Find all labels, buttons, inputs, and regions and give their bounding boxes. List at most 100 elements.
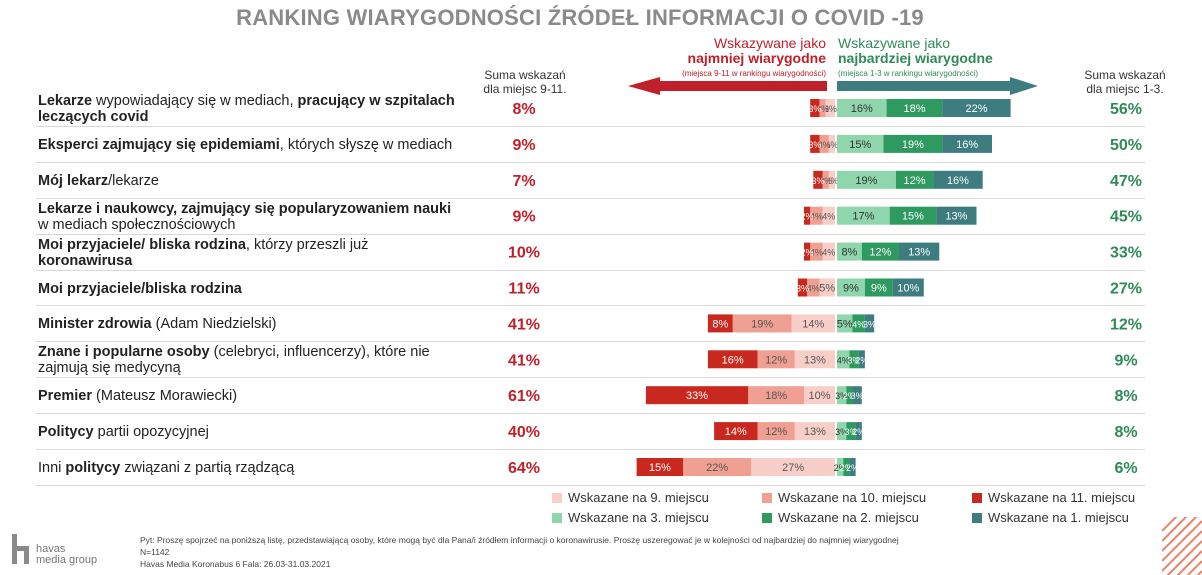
- bar-pos-1-row-2: [933, 170, 983, 189]
- bar-label-neg-10-row-10: 22%: [706, 462, 728, 474]
- row-label-7: Znane i popularne osoby (celebryci, infl…: [38, 344, 458, 376]
- bar-label-pos-2-row-4: 12%: [869, 247, 891, 259]
- sum-least-row-7: 41%: [508, 352, 540, 369]
- legend-item-5: Wskazane na 1. miejscu: [972, 510, 1129, 525]
- row-label-part: Eksperci zajmujący się epidemiami: [38, 136, 280, 153]
- bar-label-pos-1-row-6: 3%: [863, 319, 876, 329]
- sum-least-row-0: 8%: [512, 101, 535, 118]
- bar-label-neg-9-row-3: 4%: [822, 212, 835, 222]
- header-right-line1: Wskazywane jako: [838, 35, 951, 51]
- bar-neg-10-row-9: [757, 422, 795, 441]
- row-label-part: Lekarze i naukowcy, zajmujący się popula…: [38, 200, 452, 217]
- bar-neg-9-row-7: [794, 350, 835, 369]
- sum-most-row-0: 56%: [1110, 101, 1142, 118]
- sum-left-header-line1: Suma wskazań: [484, 68, 566, 82]
- sum-most-row-7: 9%: [1114, 352, 1137, 369]
- bar-neg-9-row-0: [825, 99, 835, 117]
- bar-pos-3-row-10: [837, 458, 844, 476]
- legend-item-3: Wskazane na 3. miejscu: [552, 510, 709, 525]
- bar-neg-10-row-0: [819, 99, 826, 117]
- bar-pos-2-row-8: [846, 386, 853, 405]
- row-label-part: Znane i popularne osoby: [38, 344, 210, 361]
- bar-label-neg-11-row-9: 14%: [725, 426, 747, 438]
- row-label-part: związani z partią rządzącą: [120, 460, 295, 476]
- bar-label-neg-11-row-2: 3%: [811, 176, 824, 186]
- bar-neg-10-row-3: [810, 206, 823, 225]
- bar-neg-10-row-10: [683, 458, 752, 476]
- bar-label-neg-11-row-4: 2%: [801, 248, 814, 258]
- bar-label-pos-3-row-6: 5%: [837, 318, 853, 330]
- bar-pos-1-row-3: [936, 206, 977, 225]
- row-label-part: Premier: [38, 388, 93, 405]
- bar-label-pos-2-row-0: 18%: [903, 103, 925, 115]
- row-label-9: Politycy partii opozycyjnej: [38, 424, 458, 440]
- bar-pos-2-row-3: [889, 206, 937, 225]
- bar-pos-1-row-4: [899, 242, 940, 261]
- arrow-right-icon: [837, 77, 1038, 95]
- bar-label-neg-11-row-8: 33%: [686, 390, 708, 402]
- bar-label-neg-9-row-5: 5%: [819, 283, 835, 295]
- row-label-8: Premier (Mateusz Morawiecki): [38, 388, 458, 404]
- bar-label-pos-3-row-9: 3%: [835, 427, 848, 437]
- bar-neg-11-row-9: [714, 422, 758, 441]
- sum-least-row-10: 64%: [508, 460, 540, 477]
- row-label-part: (celebryci, influencerzy), które nie zaj…: [38, 344, 430, 377]
- bar-neg-11-row-6: [707, 314, 733, 333]
- bar-pos-2-row-4: [861, 242, 899, 261]
- legend-label: Wskazane na 2. miejscu: [778, 510, 919, 525]
- bar-neg-10-row-2: [822, 170, 829, 189]
- row-label-2: Mój lekarz/lekarze: [38, 173, 458, 189]
- bar-neg-11-row-7: [707, 350, 758, 369]
- row-label-part: Minister zdrowia: [38, 316, 152, 333]
- bar-label-neg-11-row-7: 16%: [722, 354, 744, 366]
- sum-least-row-6: 41%: [508, 316, 540, 333]
- bar-neg-10-row-4: [810, 242, 823, 261]
- bar-pos-2-row-6: [852, 314, 865, 333]
- sum-left-header: Suma wskazań dla miejsc 9-11.: [470, 68, 580, 96]
- bar-label-pos-2-row-10: 2%: [840, 463, 853, 473]
- bar-label-pos-3-row-5: 9%: [843, 283, 859, 295]
- row-label-1: Eksperci zajmujący się epidemiami, który…: [38, 137, 458, 153]
- bar-neg-10-row-5: [807, 278, 820, 297]
- row-label-0: Lekarze wypowiadający się w mediach, pra…: [38, 93, 458, 125]
- bar-label-neg-11-row-5: 3%: [796, 284, 809, 294]
- bar-label-pos-3-row-1: 15%: [849, 139, 871, 151]
- footnote-question-text: : Proszę spojrzeć na poniższą listę, prz…: [152, 535, 899, 545]
- bar-label-pos-2-row-1: 19%: [902, 139, 924, 151]
- bar-label-pos-1-row-1: 16%: [956, 139, 978, 151]
- sum-least-row-8: 61%: [508, 388, 540, 405]
- bar-label-pos-1-row-4: 13%: [908, 247, 930, 259]
- sum-least-row-5: 11%: [508, 281, 539, 298]
- bar-neg-11-row-10: [636, 458, 684, 476]
- bar-label-neg-11-row-10: 15%: [649, 462, 671, 474]
- row-label-part: politycy: [65, 460, 121, 476]
- bar-label-pos-1-row-2: 16%: [947, 175, 969, 187]
- row-label-part: pracujący w szpitalach leczących covid: [38, 93, 455, 125]
- bar-label-pos-3-row-3: 17%: [852, 211, 874, 223]
- legend-item-0: Wskazane na 9. miejscu: [552, 490, 709, 505]
- bar-label-neg-9-row-9: 13%: [804, 426, 826, 438]
- legend-label: Wskazane na 10. miejscu: [778, 490, 927, 505]
- corner-stripes-icon: [1162, 517, 1202, 575]
- footnote-source: Havas Media Koronabus 6 Fala: 26.03-31.0…: [140, 559, 331, 569]
- bar-label-pos-3-row-2: 19%: [855, 175, 877, 187]
- bar-neg-9-row-6: [791, 314, 835, 333]
- bar-neg-9-row-9: [794, 422, 835, 441]
- bar-label-neg-10-row-3: 4%: [810, 212, 823, 222]
- bar-neg-9-row-4: [822, 242, 835, 261]
- bar-label-neg-9-row-7: 13%: [804, 354, 826, 366]
- bar-label-neg-11-row-1: 3%: [808, 140, 821, 150]
- bar-pos-1-row-10: [849, 458, 856, 476]
- bar-pos-3-row-5: [837, 278, 865, 297]
- bar-label-pos-3-row-10: 2%: [834, 463, 847, 473]
- sum-most-row-9: 8%: [1114, 424, 1137, 441]
- row-label-part: partii opozycyjnej: [93, 424, 209, 441]
- header-left-line2: najmniej wiarygodne: [687, 50, 826, 66]
- row-label-3: Lekarze i naukowcy, zajmujący się popula…: [38, 201, 458, 233]
- sum-least-row-9: 40%: [508, 424, 540, 441]
- footnote: Pyt: Proszę spojrzeć na poniższą listę, …: [140, 534, 1040, 570]
- bar-pos-2-row-0: [886, 99, 943, 117]
- bar-neg-11-row-0: [810, 99, 820, 117]
- bar-pos-1-row-9: [855, 422, 862, 441]
- row-label-part: , którzy przeszli już: [245, 236, 369, 253]
